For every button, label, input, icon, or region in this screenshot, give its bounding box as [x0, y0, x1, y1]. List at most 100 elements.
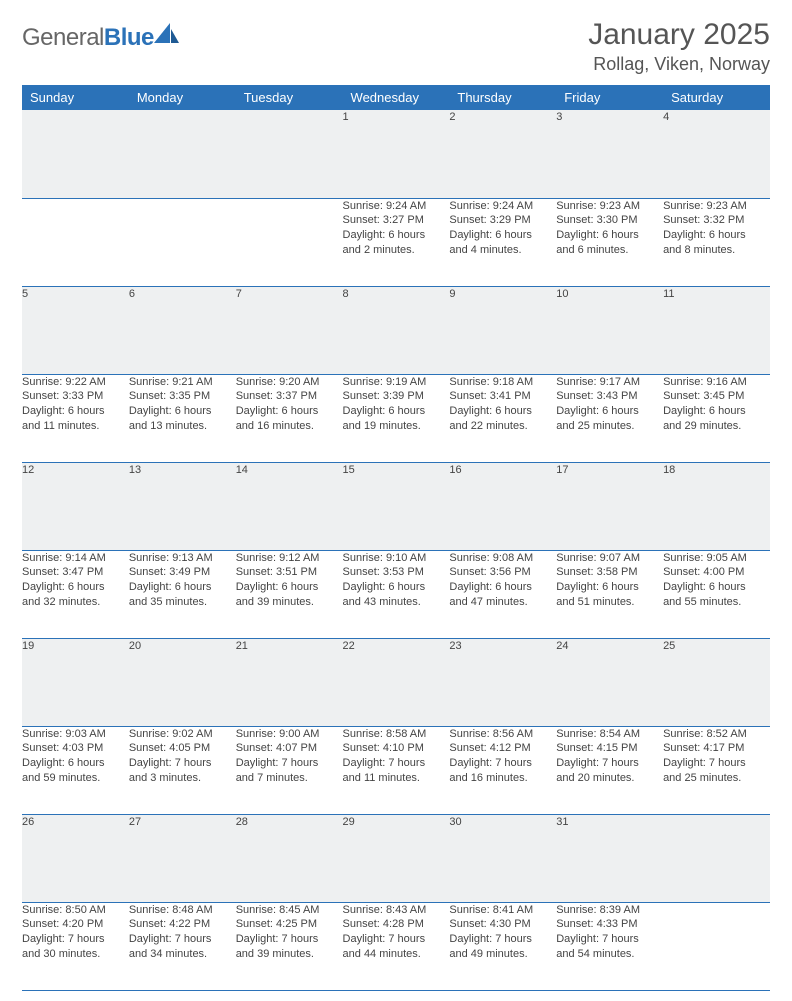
day-d1: Daylight: 6 hours: [556, 228, 663, 243]
day-d2: and 4 minutes.: [449, 243, 556, 258]
day-detail-cell: Sunrise: 8:39 AMSunset: 4:33 PMDaylight:…: [556, 902, 663, 990]
day-ss: Sunset: 3:35 PM: [129, 389, 236, 404]
day-sr: Sunrise: 9:17 AM: [556, 375, 663, 390]
day-number-cell: 23: [449, 638, 556, 726]
day-ss: Sunset: 3:37 PM: [236, 389, 343, 404]
day-ss: Sunset: 3:45 PM: [663, 389, 770, 404]
day-sr: Sunrise: 9:23 AM: [556, 199, 663, 214]
day-ss: Sunset: 4:25 PM: [236, 917, 343, 932]
day-ss: Sunset: 3:51 PM: [236, 565, 343, 580]
day-d1: Daylight: 7 hours: [22, 932, 129, 947]
day-detail-cell: Sunrise: 8:41 AMSunset: 4:30 PMDaylight:…: [449, 902, 556, 990]
day-number-row: 567891011: [22, 286, 770, 374]
day-d1: Daylight: 6 hours: [663, 228, 770, 243]
day-d1: Daylight: 7 hours: [663, 756, 770, 771]
day-detail-cell: Sunrise: 9:02 AMSunset: 4:05 PMDaylight:…: [129, 726, 236, 814]
day-detail-cell: Sunrise: 9:17 AMSunset: 3:43 PMDaylight:…: [556, 374, 663, 462]
day-ss: Sunset: 3:29 PM: [449, 213, 556, 228]
day-sr: Sunrise: 8:56 AM: [449, 727, 556, 742]
day-number-cell: 25: [663, 638, 770, 726]
logo-text-blue: Blue: [104, 24, 154, 51]
day-detail-cell: [129, 198, 236, 286]
logo: GeneralBlue: [22, 18, 180, 52]
day-detail-cell: Sunrise: 9:23 AMSunset: 3:32 PMDaylight:…: [663, 198, 770, 286]
day-sr: Sunrise: 9:16 AM: [663, 375, 770, 390]
day-ss: Sunset: 3:27 PM: [343, 213, 450, 228]
day-d1: Daylight: 6 hours: [343, 580, 450, 595]
day-number-cell: 11: [663, 286, 770, 374]
day-d1: Daylight: 6 hours: [22, 756, 129, 771]
day-detail-row: Sunrise: 9:22 AMSunset: 3:33 PMDaylight:…: [22, 374, 770, 462]
day-number-row: 1234: [22, 110, 770, 198]
weekday-header: Wednesday: [343, 85, 450, 110]
day-d1: Daylight: 6 hours: [449, 228, 556, 243]
day-sr: Sunrise: 8:45 AM: [236, 903, 343, 918]
day-ss: Sunset: 3:56 PM: [449, 565, 556, 580]
day-d1: Daylight: 6 hours: [556, 580, 663, 595]
day-number-cell: 24: [556, 638, 663, 726]
day-d1: Daylight: 6 hours: [129, 580, 236, 595]
day-ss: Sunset: 4:33 PM: [556, 917, 663, 932]
day-detail-cell: Sunrise: 9:00 AMSunset: 4:07 PMDaylight:…: [236, 726, 343, 814]
day-d1: Daylight: 7 hours: [343, 932, 450, 947]
day-ss: Sunset: 3:39 PM: [343, 389, 450, 404]
day-sr: Sunrise: 9:12 AM: [236, 551, 343, 566]
day-number-cell: 30: [449, 814, 556, 902]
day-ss: Sunset: 3:49 PM: [129, 565, 236, 580]
day-d1: Daylight: 7 hours: [236, 756, 343, 771]
calendar-body: 1234Sunrise: 9:24 AMSunset: 3:27 PMDayli…: [22, 110, 770, 990]
day-detail-cell: Sunrise: 8:52 AMSunset: 4:17 PMDaylight:…: [663, 726, 770, 814]
day-detail-cell: Sunrise: 9:10 AMSunset: 3:53 PMDaylight:…: [343, 550, 450, 638]
day-number-cell: 29: [343, 814, 450, 902]
day-number-cell: 14: [236, 462, 343, 550]
day-sr: Sunrise: 9:13 AM: [129, 551, 236, 566]
day-d1: Daylight: 6 hours: [449, 404, 556, 419]
day-d2: and 20 minutes.: [556, 771, 663, 786]
day-sr: Sunrise: 9:03 AM: [22, 727, 129, 742]
day-number-cell: [663, 814, 770, 902]
day-detail-cell: Sunrise: 9:12 AMSunset: 3:51 PMDaylight:…: [236, 550, 343, 638]
day-d2: and 19 minutes.: [343, 419, 450, 434]
day-detail-cell: Sunrise: 8:45 AMSunset: 4:25 PMDaylight:…: [236, 902, 343, 990]
day-d2: and 59 minutes.: [22, 771, 129, 786]
location: Rollag, Viken, Norway: [588, 54, 770, 75]
day-ss: Sunset: 4:03 PM: [22, 741, 129, 756]
day-detail-cell: Sunrise: 9:19 AMSunset: 3:39 PMDaylight:…: [343, 374, 450, 462]
day-sr: Sunrise: 9:22 AM: [22, 375, 129, 390]
calendar-header-row: Sunday Monday Tuesday Wednesday Thursday…: [22, 85, 770, 110]
day-number-cell: 12: [22, 462, 129, 550]
day-sr: Sunrise: 9:19 AM: [343, 375, 450, 390]
day-ss: Sunset: 4:30 PM: [449, 917, 556, 932]
day-d2: and 43 minutes.: [343, 595, 450, 610]
weekday-header: Saturday: [663, 85, 770, 110]
day-ss: Sunset: 4:17 PM: [663, 741, 770, 756]
day-sr: Sunrise: 9:08 AM: [449, 551, 556, 566]
day-d1: Daylight: 7 hours: [236, 932, 343, 947]
day-detail-cell: [236, 198, 343, 286]
day-detail-cell: Sunrise: 9:18 AMSunset: 3:41 PMDaylight:…: [449, 374, 556, 462]
day-number-cell: 8: [343, 286, 450, 374]
day-detail-row: Sunrise: 9:24 AMSunset: 3:27 PMDaylight:…: [22, 198, 770, 286]
day-d2: and 55 minutes.: [663, 595, 770, 610]
day-number-cell: 10: [556, 286, 663, 374]
day-number-cell: 19: [22, 638, 129, 726]
day-d2: and 16 minutes.: [449, 771, 556, 786]
day-number-cell: 20: [129, 638, 236, 726]
day-number-cell: [22, 110, 129, 198]
day-number-cell: 3: [556, 110, 663, 198]
day-d1: Daylight: 6 hours: [343, 228, 450, 243]
day-detail-row: Sunrise: 8:50 AMSunset: 4:20 PMDaylight:…: [22, 902, 770, 990]
day-d2: and 3 minutes.: [129, 771, 236, 786]
day-d2: and 22 minutes.: [449, 419, 556, 434]
day-detail-cell: Sunrise: 9:24 AMSunset: 3:27 PMDaylight:…: [343, 198, 450, 286]
day-d1: Daylight: 6 hours: [236, 580, 343, 595]
day-ss: Sunset: 4:00 PM: [663, 565, 770, 580]
day-number-cell: 21: [236, 638, 343, 726]
day-d2: and 6 minutes.: [556, 243, 663, 258]
day-d1: Daylight: 7 hours: [343, 756, 450, 771]
day-number-cell: 7: [236, 286, 343, 374]
header: GeneralBlue January 2025 Rollag, Viken, …: [22, 18, 770, 75]
weekday-header: Friday: [556, 85, 663, 110]
day-d2: and 47 minutes.: [449, 595, 556, 610]
day-number-cell: 5: [22, 286, 129, 374]
